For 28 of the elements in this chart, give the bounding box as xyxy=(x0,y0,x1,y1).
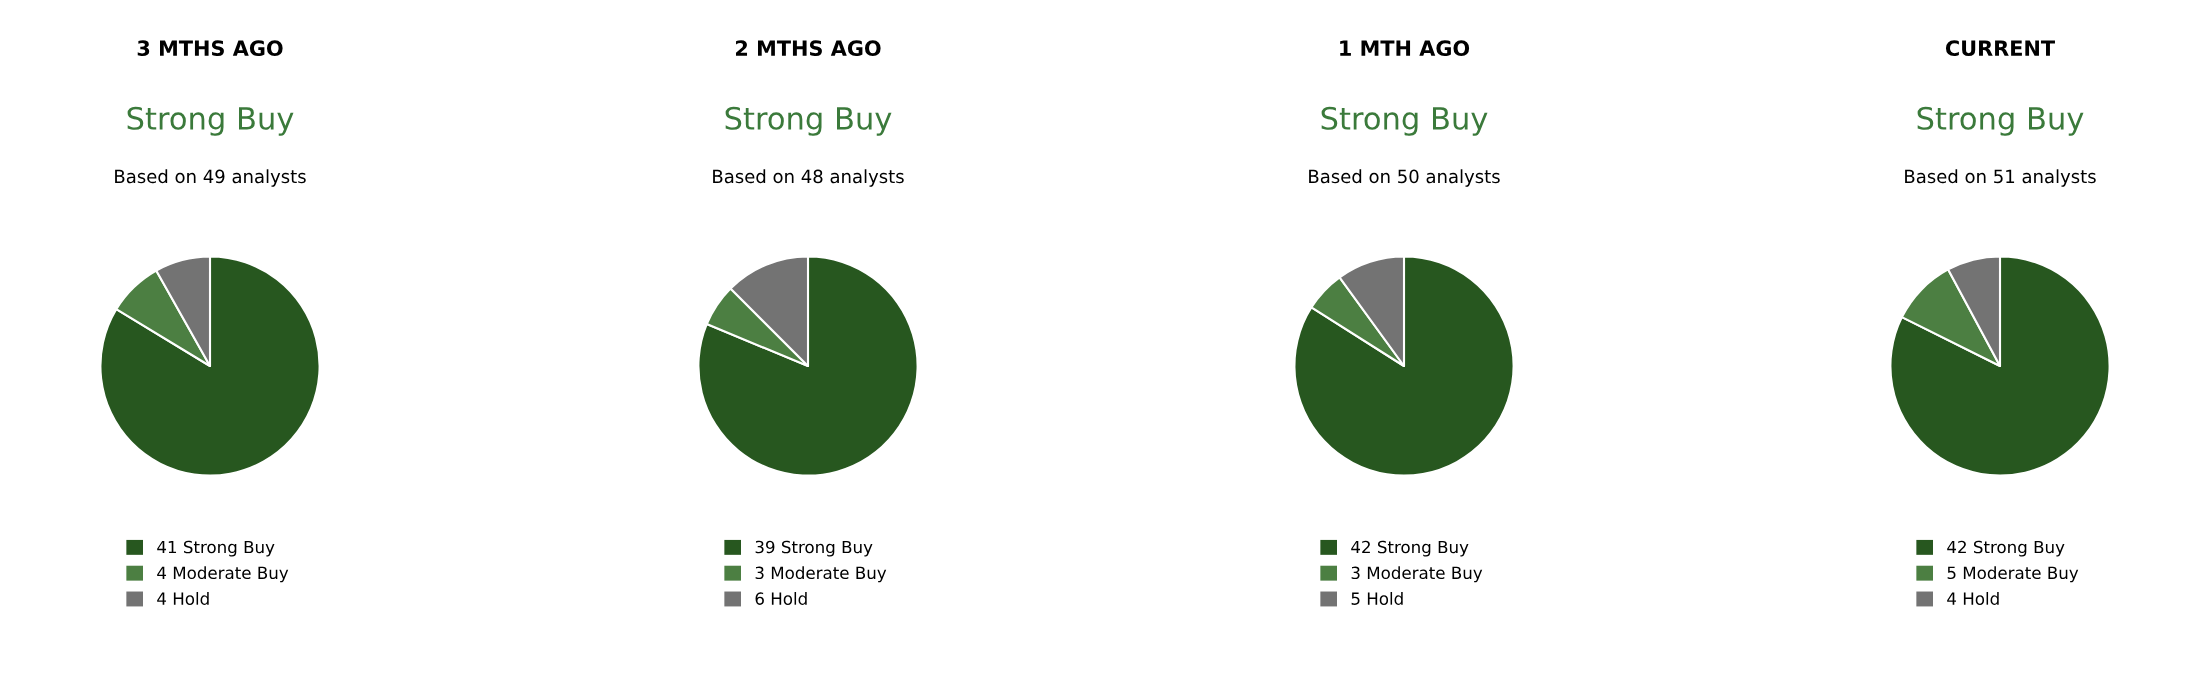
pie-slice xyxy=(1889,255,2111,477)
text: Based on 50 analysts xyxy=(1309,169,1500,187)
pie-slice xyxy=(1293,255,1515,477)
chart-title: 1 MTH AGO xyxy=(1340,40,1470,57)
chart-title: 3 MTHS AGO xyxy=(137,40,283,57)
legend-label: 5 Hold xyxy=(1351,592,1403,605)
chart-title: CURRENT xyxy=(1945,40,2055,57)
chart-subtitle: Strong Buy xyxy=(725,106,892,136)
pie-slice xyxy=(697,255,919,477)
legend-label: 4 Hold xyxy=(157,592,209,605)
chart-subtitle: Strong Buy xyxy=(1917,106,2084,136)
text: Based on 51 analysts xyxy=(1905,169,2096,187)
legend-label: 42 Strong Buy xyxy=(1947,540,2065,557)
legend-label: 3 Moderate Buy xyxy=(755,566,887,583)
chart-subtitle: Strong Buy xyxy=(127,106,294,136)
legend-label: 41 Strong Buy xyxy=(157,540,275,557)
legend-label: 42 Strong Buy xyxy=(1351,540,1469,557)
pie-slice xyxy=(99,255,321,477)
chart-subtitle: Strong Buy xyxy=(1321,106,1488,136)
chart-title: 2 MTHS AGO xyxy=(735,40,881,57)
legend-label: 4 Moderate Buy xyxy=(157,566,289,583)
legend-label: 4 Hold xyxy=(1947,592,1999,605)
legend-label: 39 Strong Buy xyxy=(755,540,873,557)
legend-label: 3 Moderate Buy xyxy=(1351,566,1483,583)
text: Based on 49 analysts xyxy=(115,169,306,187)
legend-label: 5 Moderate Buy xyxy=(1947,566,2079,583)
legend-label: 6 Hold xyxy=(755,592,807,605)
text: Based on 48 analysts xyxy=(713,169,904,187)
